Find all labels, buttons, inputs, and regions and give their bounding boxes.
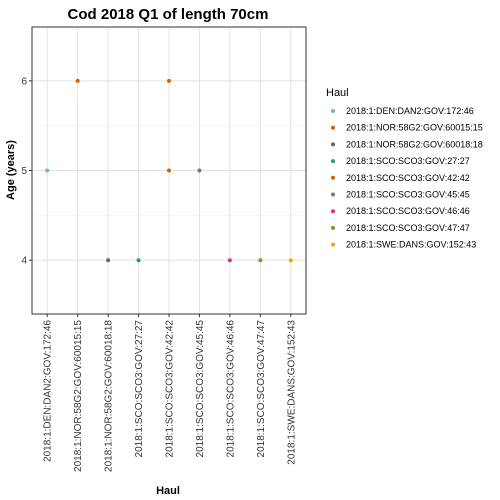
x-tick-label: 2018:1:SCO:SCO3:GOV:45:45	[195, 320, 206, 458]
data-point	[288, 258, 293, 263]
data-point	[227, 258, 232, 263]
plot-border	[31, 26, 307, 315]
x-tick-label: 2018:1:NOR:58G2:GOV:60018:18	[104, 320, 115, 472]
legend-label: 2018:1:SCO:SCO3:GOV:27:27	[346, 156, 470, 166]
data-point	[167, 168, 171, 173]
legend-label: 2018:1:SCO:SCO3:GOV:47:47	[346, 223, 470, 233]
y-tick-label: 5	[21, 166, 27, 177]
chart-title: Cod 2018 Q1 of length 70cm	[68, 6, 269, 23]
legend-swatch	[331, 109, 335, 113]
legend-swatch	[331, 209, 335, 214]
data-point	[197, 168, 202, 173]
legend-swatch	[331, 225, 335, 230]
legend-swatch	[331, 159, 335, 164]
x-tick-label: 2018:1:SCO:SCO3:GOV:42:42	[165, 320, 176, 458]
legend-label: 2018:1:SCO:SCO3:GOV:45:45	[346, 190, 470, 200]
y-axis-title: Age (years)	[5, 140, 17, 200]
legend-label: 2018:1:NOR:58G2:GOV:60018:18	[346, 139, 483, 149]
x-tick-label: 2018:1:DEN:DAN2:GOV:172:46	[43, 320, 54, 462]
legend-label: 2018:1:DEN:DAN2:GOV:172:46	[346, 106, 474, 116]
legend: Haul 2018:1:DEN:DAN2:GOV:172:46 2018:1:NO…	[326, 87, 483, 250]
data-point	[167, 78, 171, 83]
legend-label: 2018:1:SCO:SCO3:GOV:42:42	[346, 173, 470, 183]
data-point	[258, 258, 263, 263]
y-tick-label: 4	[21, 256, 27, 267]
legend-label: 2018:1:SCO:SCO3:GOV:46:46	[346, 206, 470, 216]
legend-swatch	[331, 175, 335, 180]
data-point	[45, 168, 50, 173]
x-tick-label: 2018:1:SCO:SCO3:GOV:46:46	[225, 320, 236, 458]
legend-swatch	[331, 192, 335, 197]
x-tick-label: 2018:1:SCO:SCO3:GOV:27:27	[134, 320, 145, 458]
plot-area: 4 5 6 2018:1:DEN:DAN2:GOV:172:46 2018:1:NOR:…	[21, 26, 307, 472]
legend-label: 2018:1:NOR:58G2:GOV:60015:15	[346, 123, 483, 133]
legend-label: 2018:1:SWE:DANS:GOV:152:43	[346, 240, 476, 250]
y-tick-label: 6	[21, 76, 27, 87]
x-tick-label: 2018:1:NOR:58G2:GOV:60015:15	[73, 320, 84, 472]
x-tick-label: 2018:1:SWE:DANS:GOV:152:43	[286, 320, 297, 465]
data-point	[136, 258, 141, 263]
x-axis-title: Haul	[156, 485, 180, 497]
data-point	[106, 258, 111, 263]
legend-swatch	[331, 142, 335, 147]
data-point	[75, 78, 80, 83]
legend-swatch	[331, 125, 335, 130]
legend-title: Haul	[326, 87, 349, 99]
legend-swatch	[331, 242, 335, 247]
x-tick-label: 2018:1:SCO:SCO3:GOV:47:47	[256, 320, 267, 458]
